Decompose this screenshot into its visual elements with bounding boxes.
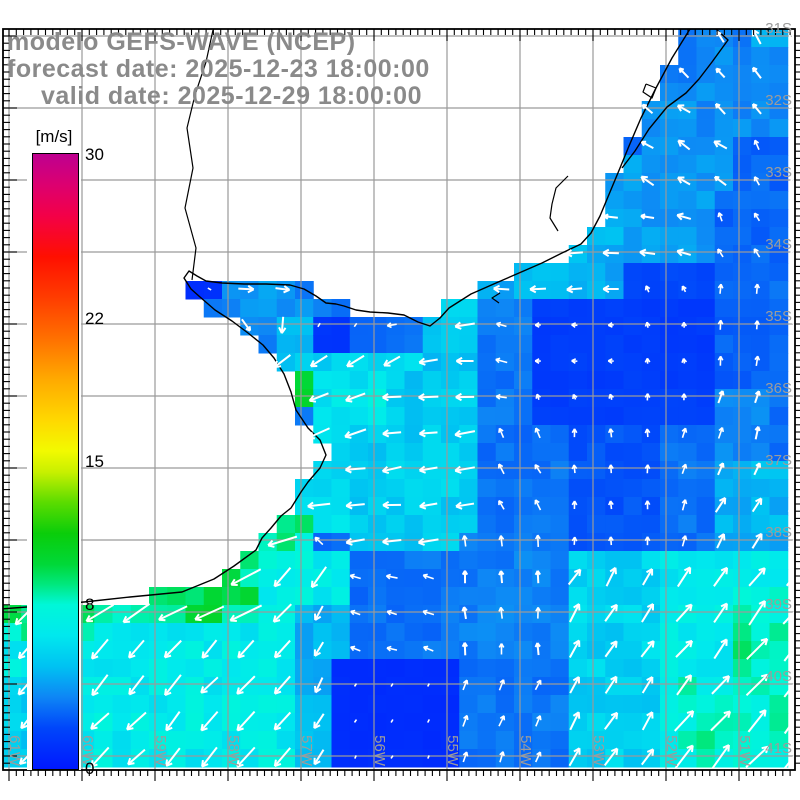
svg-text:59W: 59W [152, 735, 169, 767]
svg-text:35S: 35S [765, 308, 792, 325]
svg-text:36S: 36S [765, 380, 792, 397]
colorbar-tick-label: 15 [85, 452, 104, 471]
svg-text:58W: 58W [225, 735, 242, 767]
svg-text:37S: 37S [765, 452, 792, 469]
model-title: modelo GEFS-WAVE (NCEP) [7, 28, 356, 56]
colorbar-tick-label: 8 [85, 595, 95, 615]
svg-text:61W: 61W [6, 735, 23, 767]
svg-text:53W: 53W [590, 735, 607, 767]
colorbar-tick-label: 0 [85, 759, 95, 778]
svg-text:34S: 34S [765, 236, 792, 253]
svg-text:38S: 38S [765, 524, 792, 541]
svg-text:40S: 40S [765, 668, 792, 685]
svg-text:52W: 52W [663, 735, 680, 767]
svg-text:33S: 33S [765, 164, 792, 181]
svg-text:51W: 51W [736, 735, 753, 767]
colorbar-tick-label: 30 [85, 145, 104, 164]
svg-text:31S: 31S [765, 20, 792, 37]
svg-text:55W: 55W [444, 735, 461, 767]
svg-text:57W: 57W [298, 735, 315, 767]
colorbar-unit-label: [m/s] [35, 127, 73, 146]
svg-text:54W: 54W [517, 735, 534, 767]
svg-text:39S: 39S [765, 596, 792, 613]
colorbar-tick-label: 22 [85, 308, 104, 328]
valid-date-label: valid date: 2025-12-29 18:00:00 [41, 82, 422, 110]
svg-text:60W: 60W [79, 735, 96, 767]
svg-text:41S: 41S [765, 740, 792, 757]
svg-text:32S: 32S [765, 92, 792, 109]
forecast-date-label: forecast date: 2025-12-23 18:00:00 [7, 55, 430, 83]
colorbar-gradient [32, 153, 79, 770]
svg-text:56W: 56W [371, 735, 388, 767]
